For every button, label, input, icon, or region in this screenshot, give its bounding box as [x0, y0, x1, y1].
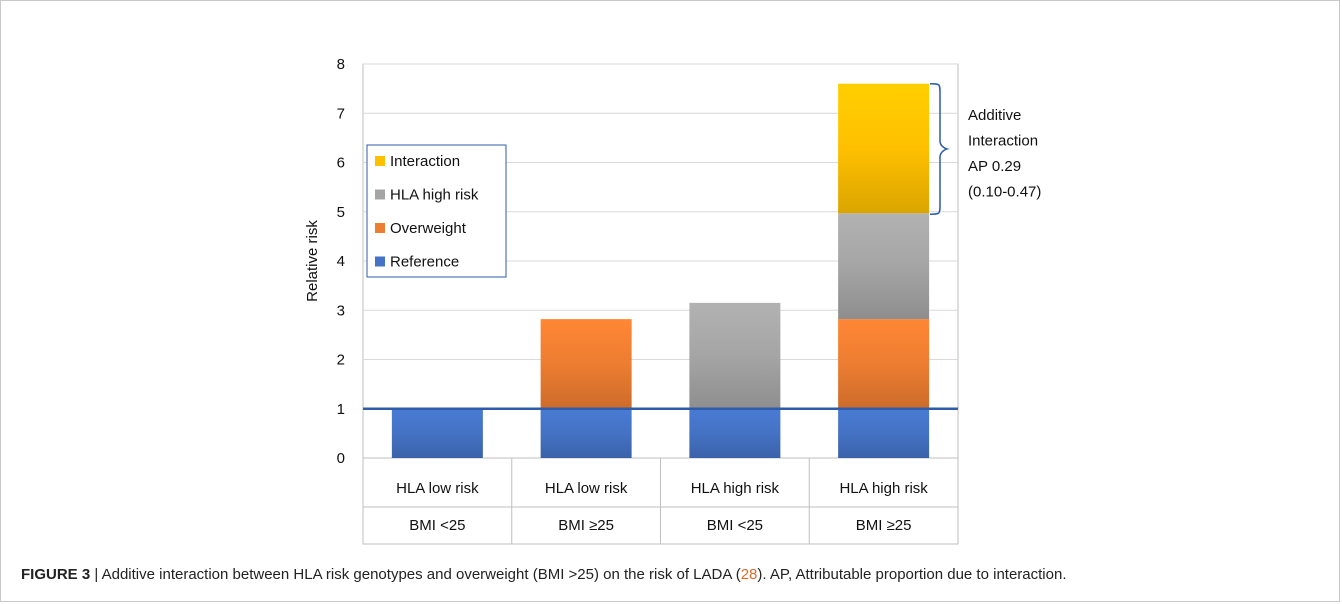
legend-swatch	[375, 256, 385, 267]
annotation-text: (0.10-0.47)	[968, 184, 1041, 201]
x-category-label-row2: BMI <25	[707, 517, 763, 534]
caption-reference-link[interactable]: 28	[740, 566, 758, 583]
legend-label: Reference	[390, 254, 459, 271]
bar-segment-hla-high-risk	[689, 302, 781, 409]
annotation-text: Additive	[968, 107, 1021, 124]
y-tick-label: 0	[337, 450, 345, 467]
y-tick-label: 8	[337, 56, 345, 73]
annotation-text: AP 0.29	[968, 158, 1021, 175]
relative-risk-chart: 0 1 2 3 4 5 6 7 8 Relative risk HLA low risk BMI <2…	[304, 56, 1041, 545]
bar-segment-reference	[391, 408, 483, 458]
bar-segment-hla-high-risk	[838, 213, 930, 320]
legend-swatch	[375, 223, 385, 233]
figure-label: FIGURE 3	[21, 566, 91, 583]
annotation-text: Interaction	[968, 133, 1038, 150]
x-category-label-row1: HLA high risk	[839, 480, 928, 497]
legend-label: Overweight	[390, 220, 467, 237]
bar-segment-reference	[540, 408, 632, 458]
x-category-label-row2: BMI ≥25	[558, 517, 614, 534]
x-category-label-row1: HLA high risk	[691, 480, 780, 497]
y-tick-label: 7	[337, 105, 345, 122]
annotation-bracket	[929, 82, 950, 215]
y-tick-label: 2	[337, 352, 345, 369]
figure-caption: FIGURE 3 | Additive interaction between …	[21, 566, 1331, 583]
legend-label: HLA high risk	[390, 187, 479, 204]
legend-swatch	[375, 156, 385, 166]
y-tick-label: 6	[337, 155, 345, 172]
bar-segment-reference	[838, 408, 930, 458]
bar-segment-overweight	[540, 319, 632, 409]
y-tick-label: 1	[337, 401, 345, 418]
x-category-label-row2: BMI <25	[409, 517, 465, 534]
caption-text-1: Additive interaction between HLA risk ge…	[101, 566, 741, 583]
bar-segment-reference	[689, 408, 781, 458]
y-axis-label: Relative risk	[304, 220, 321, 302]
x-category-label-row1: HLA low risk	[545, 480, 628, 497]
x-category-label-row1: HLA low risk	[396, 480, 479, 497]
caption-text-2: ). AP, Attributable proportion due to in…	[757, 566, 1067, 583]
y-tick-label: 5	[337, 204, 345, 221]
bar-segment-interaction	[838, 83, 930, 214]
y-tick-label: 3	[337, 302, 345, 319]
caption-separator: |	[94, 566, 99, 583]
legend-label: Interaction	[390, 153, 460, 170]
x-category-label-row2: BMI ≥25	[856, 517, 912, 534]
legend-swatch	[375, 189, 385, 200]
y-tick-label: 4	[337, 253, 345, 270]
legend-box	[366, 144, 507, 278]
bar-segment-overweight	[838, 319, 930, 409]
